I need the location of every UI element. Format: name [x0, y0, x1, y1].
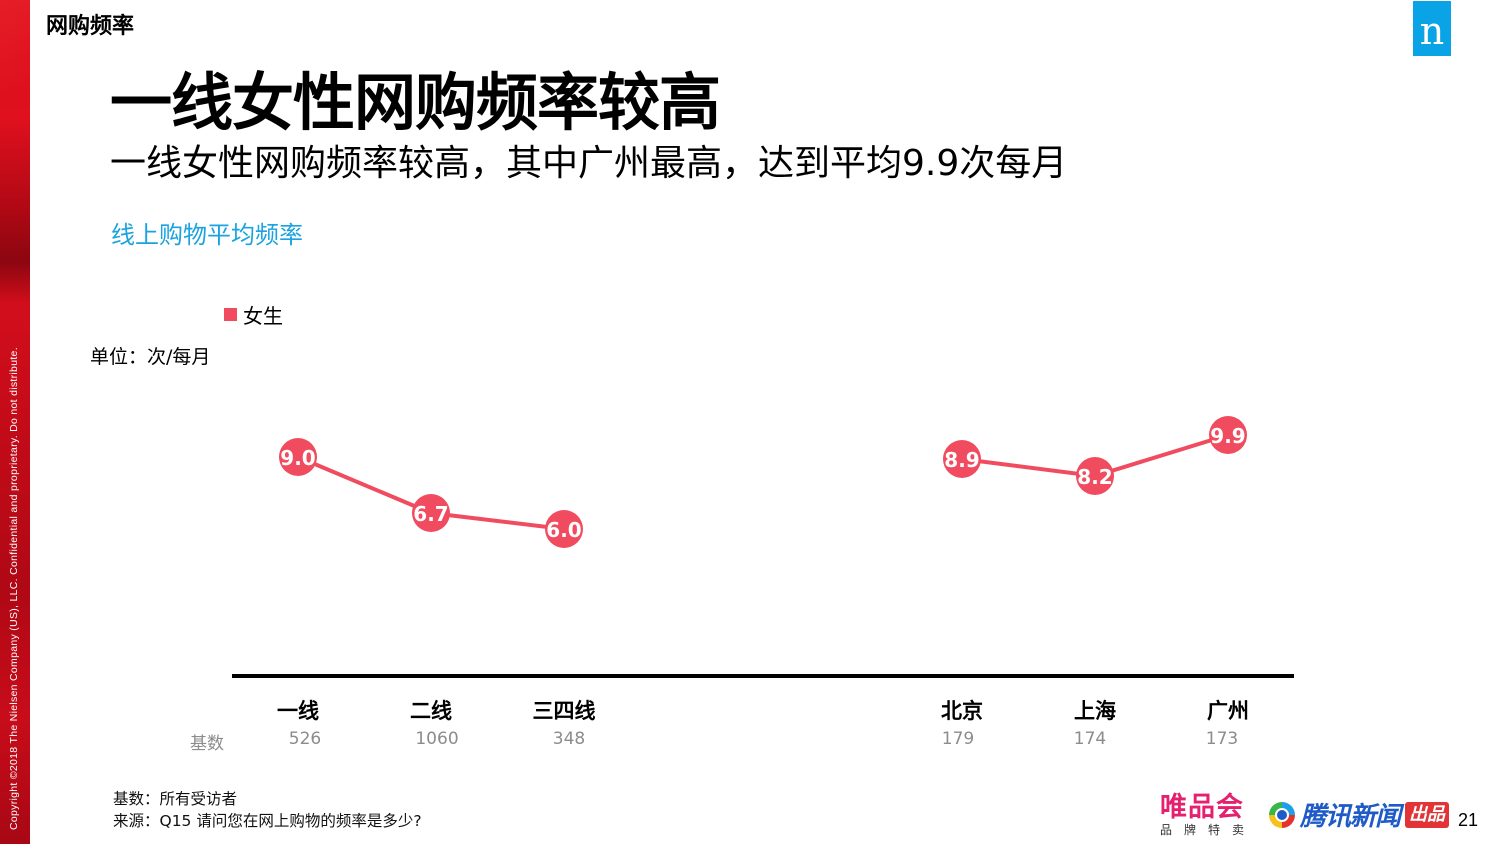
chart-legend: 女生 [224, 300, 283, 329]
vip-logo: 唯品会 品牌特卖 [1160, 792, 1257, 838]
tencent-news-icon [1269, 801, 1295, 828]
tencent-news-text: 腾讯新闻 [1300, 802, 1401, 832]
svg-text:9.9: 9.9 [1210, 424, 1245, 448]
category-label: 三四线 [532, 699, 596, 723]
section-label: 网购频率 [46, 14, 135, 39]
chupin-badge: 出品 [1405, 801, 1450, 828]
category-label: 二线 [410, 699, 452, 723]
base-count: 526 [288, 729, 322, 749]
page-subtitle: 一线女性网购频率较高，其中广州最高，达到平均9.9次每月 [110, 143, 1068, 184]
nielsen-logo-icon: n [1413, 1, 1451, 56]
svg-text:8.9: 8.9 [944, 448, 979, 472]
data-point: 8.9 [943, 440, 981, 478]
base-count: 174 [1073, 729, 1107, 749]
vip-logo-sub: 品牌特卖 [1160, 823, 1257, 837]
svg-text:8.2: 8.2 [1077, 465, 1112, 489]
svg-text:6.0: 6.0 [546, 518, 581, 542]
svg-text:6.7: 6.7 [413, 502, 448, 526]
data-point: 9.9 [1209, 416, 1247, 454]
svg-text:9.0: 9.0 [280, 446, 315, 470]
category-label: 上海 [1074, 699, 1116, 723]
data-point: 6.0 [545, 510, 583, 548]
category-label: 北京 [941, 699, 983, 723]
base-count: 348 [552, 729, 586, 749]
base-count-label: 基数 [190, 734, 224, 754]
base-count: 173 [1205, 729, 1239, 749]
chart-title: 线上购物平均频率 [111, 221, 303, 249]
base-count: 179 [941, 729, 975, 749]
data-point: 8.2 [1076, 457, 1114, 495]
footnote-base: 基数：所有受访者 [113, 790, 238, 808]
legend-label: 女生 [243, 304, 283, 328]
data-point: 9.0 [279, 438, 317, 476]
unit-label: 单位：次/每月 [90, 346, 211, 368]
tencent-news-logo: 腾讯新闻 出品 [1267, 796, 1450, 833]
base-count: 1060 [415, 729, 459, 749]
category-label: 广州 [1207, 699, 1249, 723]
decorative-red-strip: Copyright ©2018 The Nielsen Company (US)… [0, 0, 30, 844]
vip-logo-main: 唯品会 [1160, 792, 1244, 823]
legend-swatch-icon [224, 308, 237, 321]
category-label: 一线 [277, 699, 319, 723]
page-number: 21 [1458, 810, 1479, 830]
data-point: 6.7 [412, 494, 450, 532]
footnote-source: 来源：Q15 请问您在网上购物的频率是多少? [113, 812, 422, 830]
page-title: 一线女性网购频率较高 [110, 66, 721, 139]
